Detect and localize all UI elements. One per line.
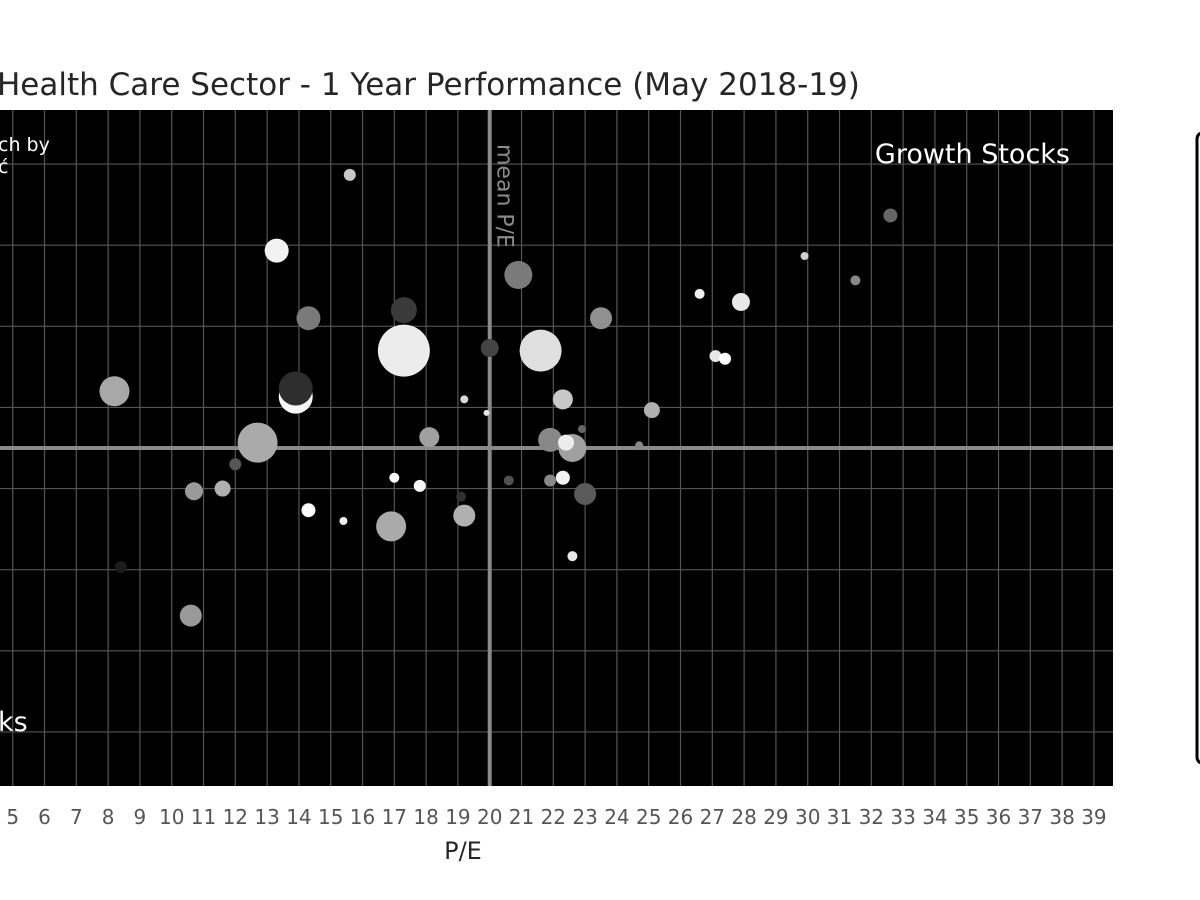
x-tick-label: 23 <box>572 805 597 829</box>
x-tick-label: 29 <box>763 805 788 829</box>
data-point <box>264 238 289 263</box>
x-tick-label: 39 <box>1081 805 1106 829</box>
data-point <box>389 472 400 483</box>
x-tick-label: 16 <box>350 805 375 829</box>
data-point <box>278 371 313 406</box>
data-point <box>800 252 809 261</box>
mean-pe-label: mean P/E <box>492 144 517 248</box>
x-tick-label: 9 <box>134 805 147 829</box>
data-point <box>503 475 514 486</box>
x-tick-label: 20 <box>477 805 502 829</box>
x-tick-label: 12 <box>223 805 248 829</box>
value-stocks-label: ks <box>0 707 28 738</box>
data-point <box>544 474 557 487</box>
data-point <box>883 208 898 223</box>
data-point <box>483 409 490 416</box>
data-point <box>184 482 203 501</box>
data-point <box>694 288 705 299</box>
x-tick-label: 14 <box>286 805 311 829</box>
x-tick-label: 32 <box>859 805 884 829</box>
colorbar-frame <box>1195 131 1200 765</box>
data-point <box>504 260 533 289</box>
data-point <box>555 470 570 485</box>
x-tick-label: 15 <box>318 805 343 829</box>
data-point <box>376 511 407 542</box>
x-tick-label: 18 <box>413 805 438 829</box>
x-axis-label: P/E <box>444 837 482 865</box>
data-point <box>339 517 348 526</box>
data-point <box>179 604 202 627</box>
data-point <box>343 168 356 181</box>
x-tick-label: 28 <box>731 805 756 829</box>
data-point <box>577 425 586 434</box>
data-point <box>390 297 417 324</box>
data-point <box>419 427 440 448</box>
x-tick-label: 34 <box>922 805 947 829</box>
x-tick-label: 24 <box>604 805 629 829</box>
x-tick-label: 6 <box>38 805 51 829</box>
data-point <box>850 275 861 286</box>
data-point <box>301 503 316 518</box>
data-point <box>480 338 499 357</box>
data-point <box>456 491 467 502</box>
data-point <box>574 482 597 505</box>
x-tick-label: 36 <box>986 805 1011 829</box>
x-tick-label: 17 <box>382 805 407 829</box>
x-tick-label: 37 <box>1018 805 1043 829</box>
data-point <box>731 292 750 311</box>
x-tick-label: 19 <box>445 805 470 829</box>
x-tick-label: 30 <box>795 805 820 829</box>
data-point <box>99 376 130 407</box>
chart-title: Health Care Sector - 1 Year Performance … <box>0 67 860 103</box>
x-tick-label: 27 <box>700 805 725 829</box>
data-point <box>567 551 578 562</box>
data-point <box>519 329 562 372</box>
x-tick-label: 35 <box>954 805 979 829</box>
x-tick-labels: 5 6 7 8 9 10 11 12 13 14 15 16 17 18 19 20 21 22 23 24 25 26 2… <box>6 805 1106 829</box>
data-point <box>719 352 732 365</box>
data-point <box>453 504 476 527</box>
data-point <box>229 458 242 471</box>
data-point <box>590 307 613 330</box>
data-point <box>413 479 426 492</box>
data-point <box>635 441 644 450</box>
x-tick-label: 8 <box>102 805 115 829</box>
data-point <box>643 402 660 419</box>
x-tick-label: 33 <box>890 805 915 829</box>
x-tick-label: 7 <box>70 805 83 829</box>
x-tick-label: 38 <box>1049 805 1074 829</box>
credit-line-2: ć <box>0 156 8 178</box>
x-tick-label: 22 <box>541 805 566 829</box>
x-tick-label: 26 <box>668 805 693 829</box>
data-point <box>214 480 231 497</box>
x-tick-label: 10 <box>159 805 184 829</box>
data-point <box>114 560 127 573</box>
growth-stocks-label: Growth Stocks <box>875 139 1070 170</box>
data-point <box>377 324 430 377</box>
data-point <box>237 422 278 463</box>
x-tick-label: 31 <box>827 805 852 829</box>
data-point <box>709 350 722 363</box>
data-point <box>460 395 469 404</box>
data-point <box>296 306 321 331</box>
data-point <box>552 389 573 410</box>
data-points <box>99 168 898 627</box>
x-tick-label: 5 <box>6 805 19 829</box>
x-tick-label: 11 <box>191 805 216 829</box>
x-tick-label: 21 <box>509 805 534 829</box>
credit-line-1: ch by <box>0 134 50 156</box>
x-tick-label: 13 <box>254 805 279 829</box>
data-point <box>538 427 563 452</box>
x-tick-label: 25 <box>636 805 661 829</box>
data-point <box>558 434 575 451</box>
